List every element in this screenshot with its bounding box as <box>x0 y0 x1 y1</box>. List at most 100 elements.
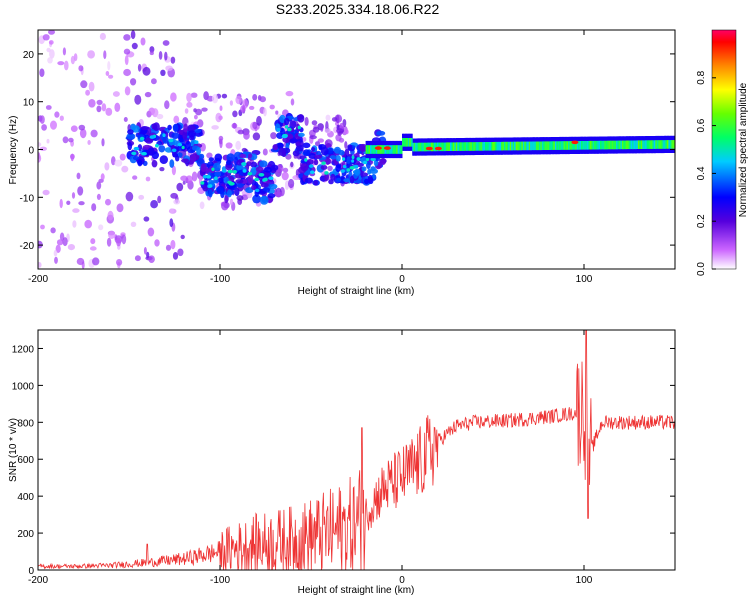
spectrogram-band-inner <box>388 145 391 154</box>
spectrogram-band-inner <box>396 145 399 154</box>
spectrogram-band-inner <box>632 140 634 150</box>
spectrogram-signal-blob <box>376 130 386 136</box>
spectrogram-noise-blob <box>98 224 104 231</box>
snr-y-tick-label: 600 <box>17 455 34 466</box>
spectrogram-band-inner <box>573 141 576 150</box>
spectrogram-noise-blob <box>89 246 97 251</box>
spectrogram-bright-spot <box>284 125 289 129</box>
spectrogram-band-inner <box>519 141 522 151</box>
spectrogram-signal-blob <box>252 194 261 204</box>
spectrogram-noise-blob <box>302 137 307 142</box>
spectrogram-band-inner <box>485 142 487 151</box>
spectrogram-signal-blob <box>320 146 329 156</box>
spectrogram-y-tick-label: 10 <box>23 98 35 109</box>
spectrogram-signal-blob <box>272 144 279 151</box>
spectrogram-signal-blob <box>214 153 223 162</box>
spectrogram-band-inner <box>403 138 406 147</box>
snr-y-tick-label: 400 <box>17 492 34 503</box>
spectrogram-band-inner <box>489 142 492 151</box>
spectrogram-noise-blob <box>218 115 223 121</box>
spectrogram-noise-blob <box>132 175 138 180</box>
spectrogram-band-inner <box>604 140 607 150</box>
spectrogram-noise-blob <box>79 128 87 139</box>
spectrogram-signal-blob <box>199 153 205 160</box>
spectrogram-band-inner <box>406 138 409 147</box>
spectrogram-noise-blob <box>158 51 163 60</box>
spectrogram-signal-blob <box>151 160 158 168</box>
spectrogram-noise-blob <box>211 125 219 130</box>
spectrogram-band-inner <box>490 142 493 151</box>
spectrogram-band-inner <box>578 141 581 150</box>
spectrogram-noise-blob <box>77 186 84 196</box>
spectrogram-bright-spot <box>208 184 213 188</box>
spectrogram-band-inner <box>594 140 597 150</box>
spectrogram-noise-blob <box>107 60 111 71</box>
spectrogram-band-inner <box>407 138 410 147</box>
spectrogram-signal-blob <box>226 153 235 162</box>
spectrogram-noise-blob <box>331 117 338 122</box>
spectrogram-noise-blob <box>130 30 136 40</box>
colorbar-label: Normalized spectral amplitude <box>738 82 749 217</box>
spectrogram-y-tick-label: 0 <box>28 146 34 157</box>
spectrogram-noise-blob <box>123 68 131 77</box>
spectrogram-noise-blob <box>317 138 324 143</box>
spectrogram-band-inner <box>391 145 394 154</box>
spectrogram-noise-blob <box>170 56 176 64</box>
spectrogram-signal-blob <box>247 174 254 184</box>
spectrogram-noise-blob <box>70 125 78 132</box>
spectrogram-peak <box>571 140 579 145</box>
spectrogram-noise-blob <box>229 198 234 206</box>
snr-x-tick-label: -200 <box>28 575 48 586</box>
spectrogram-noise-blob <box>72 208 80 213</box>
spectrogram-noise-blob <box>38 262 42 268</box>
spectrogram-band-inner <box>450 142 452 151</box>
spectrogram-band-inner <box>525 141 528 151</box>
spectrogram-bright-spot <box>365 157 370 161</box>
spectrogram-noise-blob <box>138 194 145 200</box>
snr-y-label: SNR (10 * v/v) <box>8 418 19 482</box>
spectrogram-signal-blob <box>214 171 222 177</box>
spectrogram-signal-blob <box>187 130 196 138</box>
spectrogram-noise-blob <box>78 65 84 72</box>
spectrogram-bright-spot <box>155 143 159 148</box>
spectrogram-noise-blob <box>45 105 52 110</box>
spectrogram-noise-blob <box>123 48 131 55</box>
spectrogram-noise-blob <box>186 92 192 103</box>
spectrogram-signal-blob <box>343 178 351 183</box>
spectrogram-noise-blob <box>59 115 64 121</box>
spectrogram-noise-blob <box>147 227 155 237</box>
spectrogram-signal-blob <box>260 183 269 188</box>
spectrogram-band-inner <box>530 141 533 151</box>
spectrogram-noise-blob <box>199 201 205 210</box>
spectrogram-band-inner <box>652 140 655 149</box>
spectrogram-signal-blob <box>158 145 166 153</box>
spectrogram-band-inner <box>645 140 648 149</box>
spectrogram-signal-blob <box>316 150 322 156</box>
spectrogram-noise-blob <box>149 46 155 53</box>
spectrogram-noise-blob <box>104 162 110 171</box>
spectrogram-band-inner <box>498 141 501 151</box>
spectrogram-band-inner <box>521 141 524 151</box>
spectrogram-signal-blob <box>308 153 317 159</box>
spectrogram-band-inner <box>607 140 610 150</box>
snr-y-tick-label: 1200 <box>12 344 35 355</box>
spectrogram-band-inner <box>441 142 444 152</box>
spectrogram-signal-blob <box>314 154 322 159</box>
spectrogram-x-tick-label: 0 <box>399 274 405 285</box>
spectrogram-band-inner <box>562 141 565 150</box>
spectrogram-signal-blob <box>292 150 300 157</box>
spectrogram-band-inner <box>431 142 434 152</box>
spectrogram-band-inner <box>399 145 402 154</box>
spectrogram-band-inner <box>495 141 498 151</box>
spectrogram-signal-blob <box>202 185 209 192</box>
spectrogram-band-inner <box>511 141 514 151</box>
spectrogram-noise-blob <box>221 93 228 99</box>
spectrogram-noise-blob <box>173 115 180 124</box>
spectrogram-noise-blob <box>164 100 170 110</box>
spectrogram-noise-blob <box>195 108 203 116</box>
spectrogram-bright-spot <box>227 169 233 174</box>
spectrogram-signal-blob <box>246 161 252 167</box>
spectrogram-band-inner <box>422 142 425 152</box>
spectrogram-band-inner <box>620 140 623 150</box>
